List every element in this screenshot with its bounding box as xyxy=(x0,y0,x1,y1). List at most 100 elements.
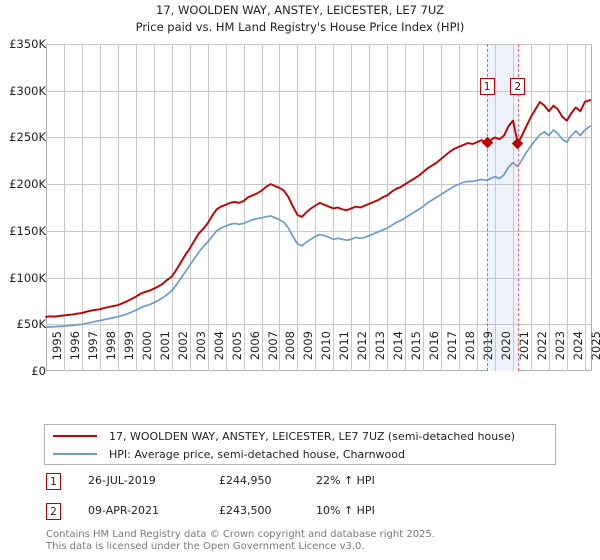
transaction-row: 2 09-APR-2021 £243,500 10% ↑ HPI xyxy=(44,503,556,521)
gridline-horizontal xyxy=(46,230,592,232)
gridline-vertical xyxy=(117,44,119,371)
x-axis-tick-label: 2020 xyxy=(499,331,513,361)
legend-entry-property: 17, WOOLDEN WAY, ANSTEY, LEICESTER, LE7 … xyxy=(53,428,515,444)
y-axis-tick-label: £250K xyxy=(9,130,46,145)
legend-swatch-property xyxy=(53,435,97,437)
x-axis-tick-label: 2010 xyxy=(319,331,334,361)
event-number-box: 2 xyxy=(510,78,526,95)
x-axis-tick-label: 1998 xyxy=(103,331,118,361)
x-axis-tick-label: 2025 xyxy=(588,331,600,361)
gridline-vertical xyxy=(243,44,245,371)
x-axis-tick-label: 1995 xyxy=(50,331,64,361)
gridline-horizontal xyxy=(46,324,592,326)
transaction-hpi-delta-2: 10% ↑ HPI xyxy=(316,504,375,517)
gridline-vertical xyxy=(495,44,496,371)
event-marker-line xyxy=(517,44,519,371)
x-axis-tick-label: 2017 xyxy=(445,331,460,361)
event-marker-line xyxy=(487,44,489,371)
sale-period-band xyxy=(487,44,518,371)
gridline-vertical xyxy=(566,44,568,371)
price-paid-diamond-marker xyxy=(512,137,524,150)
gridline-vertical xyxy=(315,44,317,371)
x-axis-tick-label: 2013 xyxy=(373,331,388,361)
attribution-footer: Contains HM Land Registry data © Crown c… xyxy=(46,529,586,553)
x-axis-tick-label: 2018 xyxy=(463,331,478,361)
x-axis-tick-label: 2015 xyxy=(409,331,424,361)
transaction-badge-2: 2 xyxy=(46,503,61,520)
transaction-date-2: 09-APR-2021 xyxy=(88,504,160,517)
gridline-vertical xyxy=(423,44,425,371)
title-line-1: 17, WOOLDEN WAY, ANSTEY, LEICESTER, LE7 … xyxy=(156,3,444,17)
gridline-vertical xyxy=(135,44,137,371)
transaction-badge-1: 1 xyxy=(46,473,61,490)
gridline-vertical xyxy=(512,44,514,371)
page-title: 17, WOOLDEN WAY, ANSTEY, LEICESTER, LE7 … xyxy=(0,2,600,36)
x-axis-tick-label: 2006 xyxy=(247,331,262,361)
x-axis-tick-label: 1997 xyxy=(85,331,100,361)
x-axis-tick-label: 2023 xyxy=(552,331,567,361)
gridline-vertical xyxy=(405,44,407,371)
gridline-vertical xyxy=(548,44,550,371)
x-axis-tick-label: 2012 xyxy=(355,331,370,361)
gridline-vertical xyxy=(530,44,532,371)
x-axis-tick-label: 2001 xyxy=(157,331,172,361)
transaction-row: 1 26-JUL-2019 £244,950 22% ↑ HPI xyxy=(44,473,556,491)
gridline-vertical xyxy=(441,44,443,371)
gridline-vertical xyxy=(584,44,586,371)
x-axis-tick-label: 2003 xyxy=(193,331,208,361)
gridline-vertical xyxy=(207,44,209,371)
legend-entry-hpi: HPI: Average price, semi-detached house,… xyxy=(53,446,405,462)
gridline-vertical xyxy=(153,44,155,371)
x-axis-tick-label: 2011 xyxy=(337,331,352,361)
y-axis-tick-label: £200K xyxy=(9,177,46,192)
x-axis-tick-label: 2016 xyxy=(427,331,442,361)
gridline-vertical xyxy=(369,44,371,371)
gridline-vertical xyxy=(387,44,389,371)
x-axis-tick-label: 2007 xyxy=(265,331,280,361)
x-axis-tick-label: 2000 xyxy=(139,331,154,361)
y-axis-tick-label: £350K xyxy=(9,37,46,51)
x-axis-tick-label: 2024 xyxy=(570,331,585,361)
x-axis-tick-label: 2008 xyxy=(283,331,298,361)
gridline-vertical xyxy=(477,44,479,371)
chart-legend: 17, WOOLDEN WAY, ANSTEY, LEICESTER, LE7 … xyxy=(44,424,556,465)
title-line-2: Price paid vs. HM Land Registry's House … xyxy=(135,20,465,34)
x-axis-tick-label: 2022 xyxy=(534,331,549,361)
gridline-vertical xyxy=(99,44,101,371)
legend-label-property: 17, WOOLDEN WAY, ANSTEY, LEICESTER, LE7 … xyxy=(109,429,516,443)
gridline-vertical xyxy=(189,44,191,371)
y-axis-tick-label: £50K xyxy=(16,317,47,332)
x-axis-tick-label: 2019 xyxy=(481,331,496,361)
gridline-horizontal xyxy=(46,137,592,139)
x-axis-tick-label: 1999 xyxy=(121,331,136,361)
y-axis-tick-label: £100K xyxy=(9,270,46,285)
x-axis-tick-label: 2014 xyxy=(391,331,406,361)
transaction-date-1: 26-JUL-2019 xyxy=(88,474,156,487)
gridline-horizontal xyxy=(46,277,592,279)
gridline-vertical xyxy=(225,44,227,371)
x-axis-tick-label: 2009 xyxy=(301,331,316,361)
transaction-hpi-delta-1: 22% ↑ HPI xyxy=(316,474,375,487)
gridline-vertical xyxy=(297,44,299,371)
gridline-vertical xyxy=(459,44,461,371)
gridline-vertical xyxy=(261,44,263,371)
x-axis-tick-label: 2005 xyxy=(229,331,244,361)
series-line-hpi xyxy=(45,125,592,328)
event-number-box: 1 xyxy=(479,78,495,95)
x-axis-tick-label: 2004 xyxy=(211,331,226,361)
chart-plot-area xyxy=(45,44,592,371)
gridline-horizontal xyxy=(46,184,592,186)
x-axis-tick-label: 2021 xyxy=(516,331,531,361)
gridline-horizontal xyxy=(46,44,592,45)
legend-swatch-hpi xyxy=(53,453,97,455)
x-axis-tick-label: 1996 xyxy=(67,331,82,361)
y-axis-tick-label: £150K xyxy=(9,223,46,238)
y-axis-tick-label: £0 xyxy=(31,364,46,378)
gridline-vertical xyxy=(81,44,83,371)
gridline-vertical xyxy=(63,44,65,371)
y-axis-tick-label: £300K xyxy=(9,83,46,98)
gridline-vertical xyxy=(171,44,173,371)
gridline-vertical xyxy=(279,44,281,371)
gridline-horizontal xyxy=(46,90,592,92)
legend-label-hpi: HPI: Average price, semi-detached house,… xyxy=(109,447,405,461)
